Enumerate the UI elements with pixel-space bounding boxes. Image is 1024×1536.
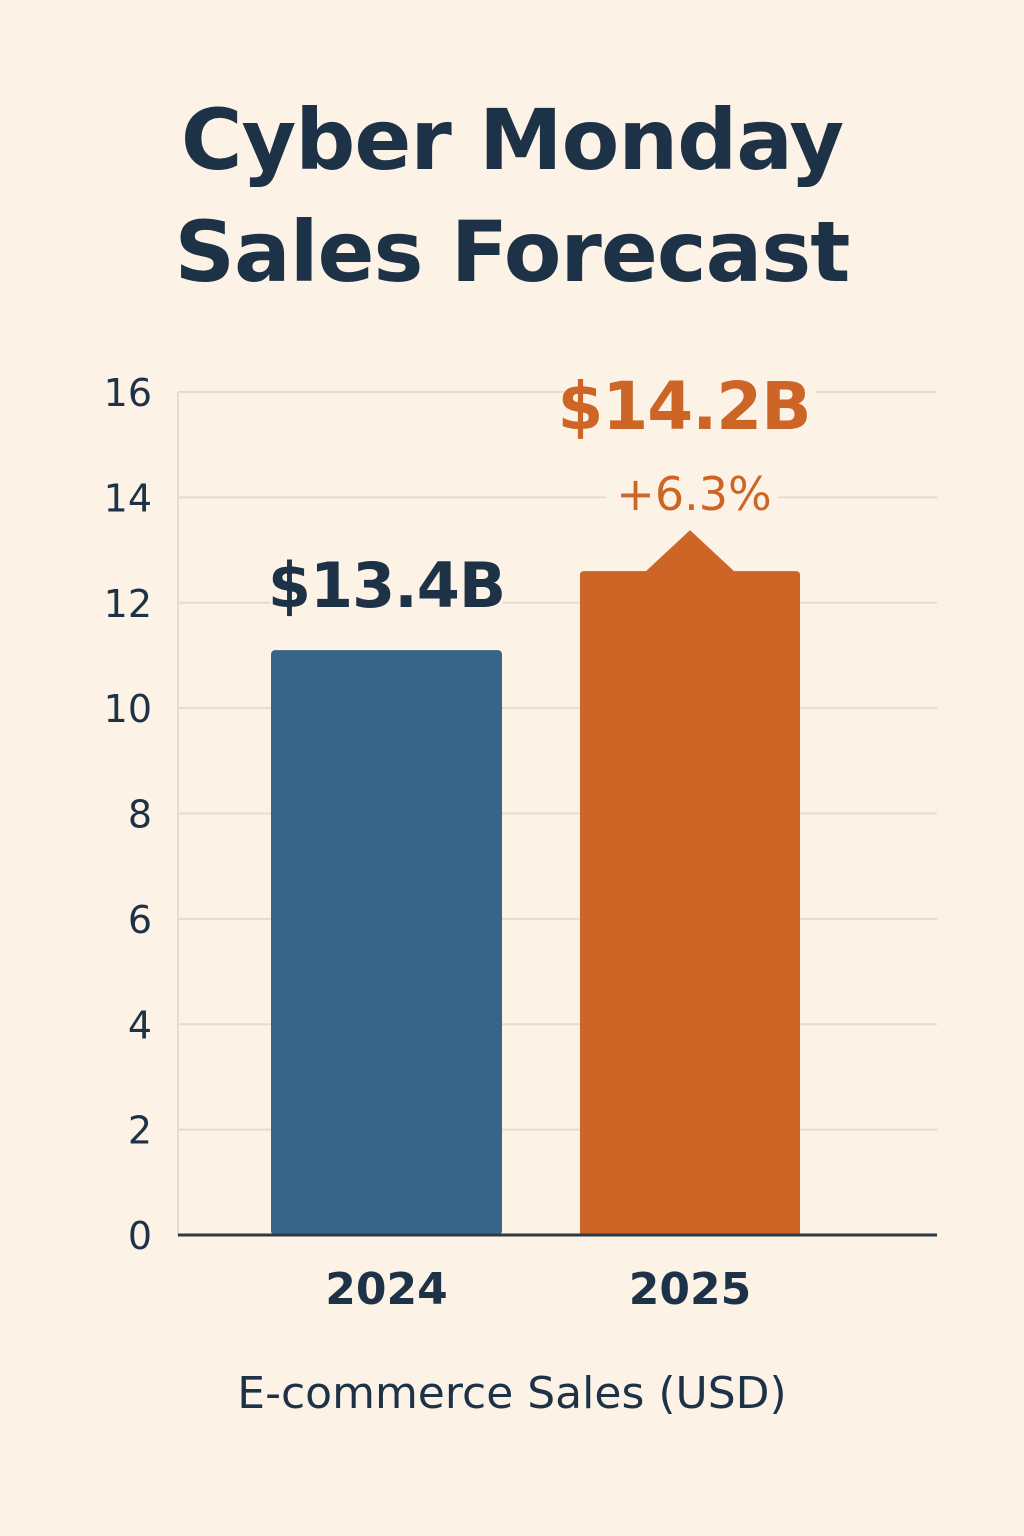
y-tick-label-2: 2 bbox=[128, 1109, 152, 1153]
growth-annotation: +6.3% bbox=[616, 467, 771, 521]
x-tick-label-2024: 2024 bbox=[325, 1264, 447, 1315]
chart-title: Cyber Monday Sales Forecast bbox=[0, 84, 1024, 308]
chart-title-line-2: Sales Forecast bbox=[174, 203, 851, 301]
y-tick-label-8: 8 bbox=[128, 793, 152, 837]
y-tick-label-4: 4 bbox=[128, 1003, 152, 1047]
bar-2025 bbox=[580, 530, 800, 1235]
x-tick-label-2025: 2025 bbox=[629, 1264, 751, 1315]
annotation-bg bbox=[606, 470, 778, 524]
y-tick-label-16: 16 bbox=[104, 371, 152, 415]
y-tick-label-10: 10 bbox=[104, 687, 152, 731]
data-label-2025: $14.2B bbox=[557, 368, 810, 445]
chart-title-line-1: Cyber Monday bbox=[180, 91, 844, 189]
data-label-bg-2025 bbox=[564, 365, 816, 439]
data-label-bg-2024 bbox=[270, 548, 503, 620]
data-label-2024: $13.4B bbox=[268, 549, 505, 622]
y-tick-label-0: 0 bbox=[128, 1214, 152, 1258]
y-tick-label-12: 12 bbox=[104, 582, 152, 626]
bar-2024 bbox=[271, 650, 502, 1235]
x-axis-label: E-commerce Sales (USD) bbox=[237, 1368, 787, 1419]
y-tick-label-14: 14 bbox=[104, 476, 152, 520]
y-tick-label-6: 6 bbox=[128, 898, 152, 942]
